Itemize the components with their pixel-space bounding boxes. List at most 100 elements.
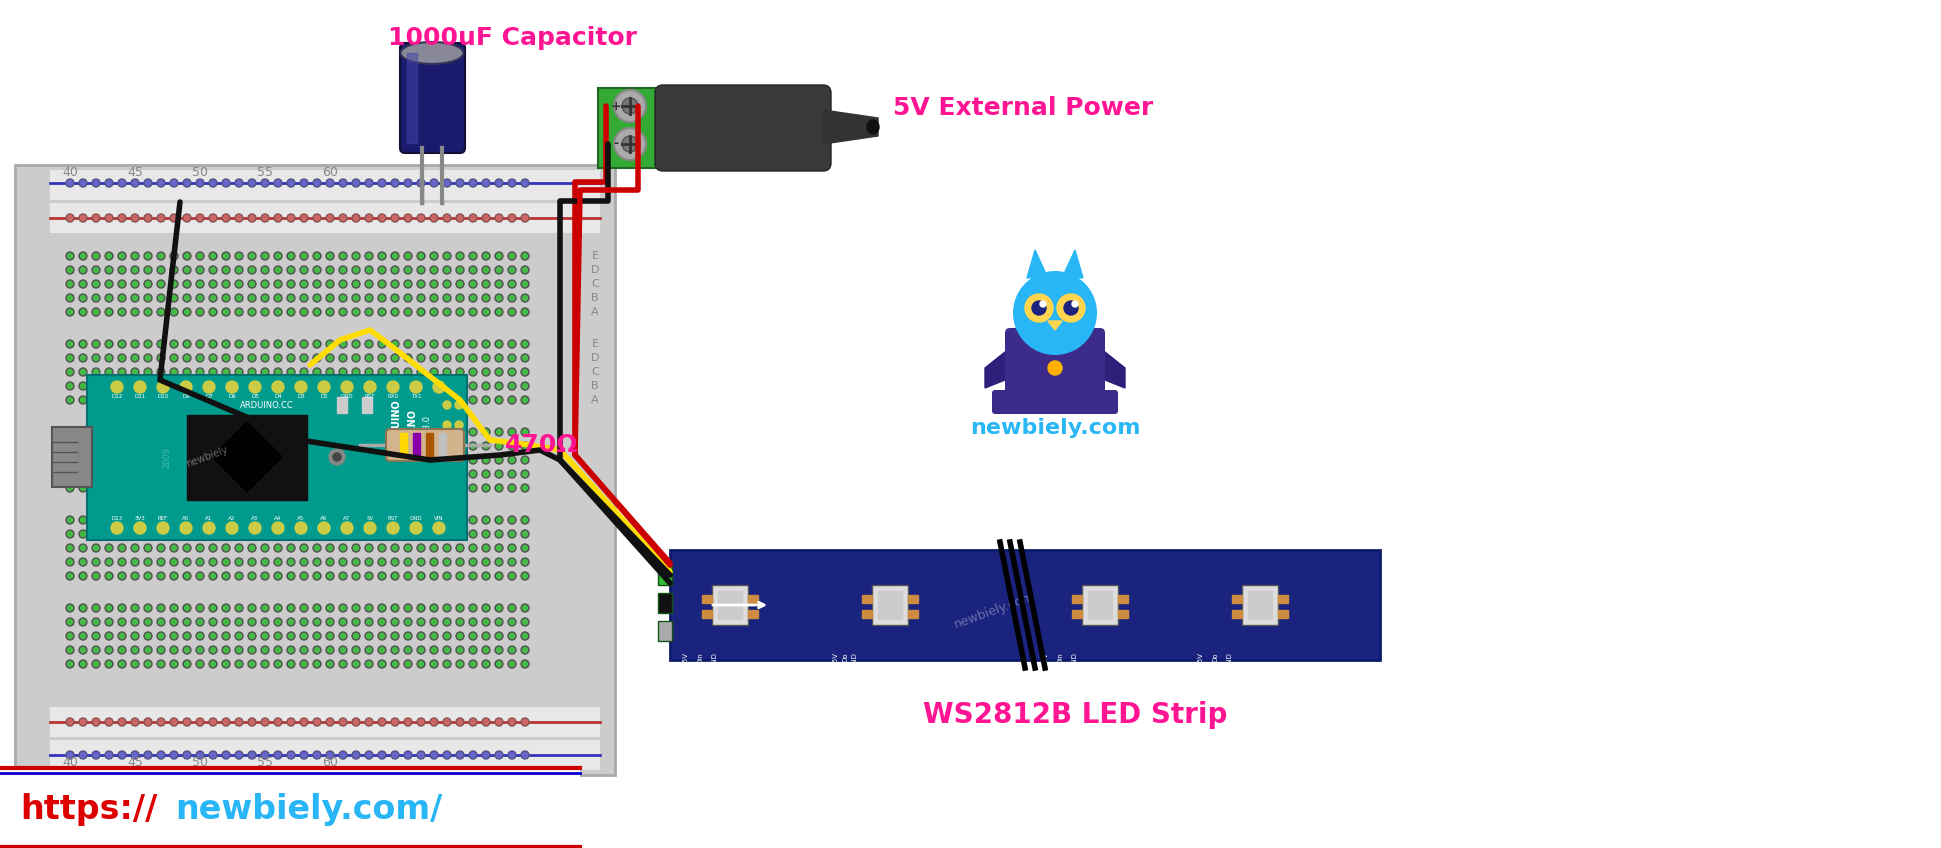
Circle shape xyxy=(470,308,477,316)
Circle shape xyxy=(80,632,87,640)
Circle shape xyxy=(93,215,99,220)
Circle shape xyxy=(326,646,334,654)
Circle shape xyxy=(353,620,359,624)
Circle shape xyxy=(522,648,528,652)
Circle shape xyxy=(274,516,281,524)
Circle shape xyxy=(404,280,411,288)
Circle shape xyxy=(237,398,241,403)
Circle shape xyxy=(118,470,126,478)
Circle shape xyxy=(223,342,229,347)
Circle shape xyxy=(210,295,215,300)
Circle shape xyxy=(235,632,243,640)
Circle shape xyxy=(262,648,268,652)
Polygon shape xyxy=(1027,250,1046,278)
Circle shape xyxy=(313,214,320,222)
Circle shape xyxy=(301,604,309,612)
Circle shape xyxy=(378,266,386,274)
Circle shape xyxy=(235,456,243,464)
Circle shape xyxy=(328,254,332,259)
Circle shape xyxy=(198,267,202,272)
Circle shape xyxy=(91,396,101,404)
Circle shape xyxy=(171,428,179,436)
Circle shape xyxy=(105,718,113,726)
Circle shape xyxy=(380,661,384,667)
Circle shape xyxy=(495,368,503,376)
Circle shape xyxy=(318,381,330,393)
Circle shape xyxy=(301,458,307,462)
Circle shape xyxy=(481,354,489,362)
Circle shape xyxy=(509,544,516,552)
Circle shape xyxy=(80,396,87,404)
Circle shape xyxy=(198,545,202,550)
Circle shape xyxy=(210,340,217,348)
Circle shape xyxy=(248,340,256,348)
Circle shape xyxy=(182,660,190,668)
Circle shape xyxy=(132,215,138,220)
Circle shape xyxy=(184,355,190,360)
Circle shape xyxy=(237,471,241,477)
Circle shape xyxy=(159,370,163,375)
Circle shape xyxy=(91,660,101,668)
Circle shape xyxy=(328,560,332,565)
Circle shape xyxy=(481,558,489,566)
Circle shape xyxy=(184,633,190,639)
Bar xyxy=(439,433,446,457)
Circle shape xyxy=(182,544,190,552)
Bar xyxy=(1233,610,1242,618)
Circle shape xyxy=(276,719,281,724)
Circle shape xyxy=(390,544,400,552)
Circle shape xyxy=(509,368,516,376)
Circle shape xyxy=(495,751,503,759)
Circle shape xyxy=(495,530,503,538)
Circle shape xyxy=(328,545,332,550)
Circle shape xyxy=(353,719,359,724)
Circle shape xyxy=(182,308,190,316)
Circle shape xyxy=(196,572,204,580)
Circle shape xyxy=(522,282,528,287)
Circle shape xyxy=(458,573,462,578)
Circle shape xyxy=(431,620,437,624)
Circle shape xyxy=(326,604,334,612)
Circle shape xyxy=(171,572,179,580)
Circle shape xyxy=(313,470,320,478)
Circle shape xyxy=(91,530,101,538)
Circle shape xyxy=(301,254,307,259)
Circle shape xyxy=(132,295,138,300)
Circle shape xyxy=(159,545,163,550)
Circle shape xyxy=(444,661,450,667)
Circle shape xyxy=(80,633,85,639)
Circle shape xyxy=(237,355,241,360)
Circle shape xyxy=(454,401,464,409)
Circle shape xyxy=(522,605,528,611)
Circle shape xyxy=(80,572,87,580)
Circle shape xyxy=(171,310,177,315)
Circle shape xyxy=(118,308,126,316)
Circle shape xyxy=(404,470,411,478)
Circle shape xyxy=(159,398,163,403)
Circle shape xyxy=(328,383,332,388)
Circle shape xyxy=(470,396,477,404)
Circle shape xyxy=(456,252,464,260)
Circle shape xyxy=(132,486,138,490)
Circle shape xyxy=(276,254,281,259)
Circle shape xyxy=(287,442,295,450)
Circle shape xyxy=(144,604,151,612)
Circle shape xyxy=(404,660,411,668)
Circle shape xyxy=(301,282,307,287)
Circle shape xyxy=(314,458,320,462)
Circle shape xyxy=(210,572,217,580)
Circle shape xyxy=(120,605,124,611)
Circle shape xyxy=(392,605,398,611)
Circle shape xyxy=(392,398,398,403)
Circle shape xyxy=(351,618,359,626)
Circle shape xyxy=(456,632,464,640)
Circle shape xyxy=(392,215,398,220)
Circle shape xyxy=(260,718,270,726)
Circle shape xyxy=(458,215,462,220)
Circle shape xyxy=(497,342,501,347)
Circle shape xyxy=(248,718,256,726)
Circle shape xyxy=(171,484,179,492)
Circle shape xyxy=(289,282,293,287)
Circle shape xyxy=(130,368,140,376)
Circle shape xyxy=(287,470,295,478)
